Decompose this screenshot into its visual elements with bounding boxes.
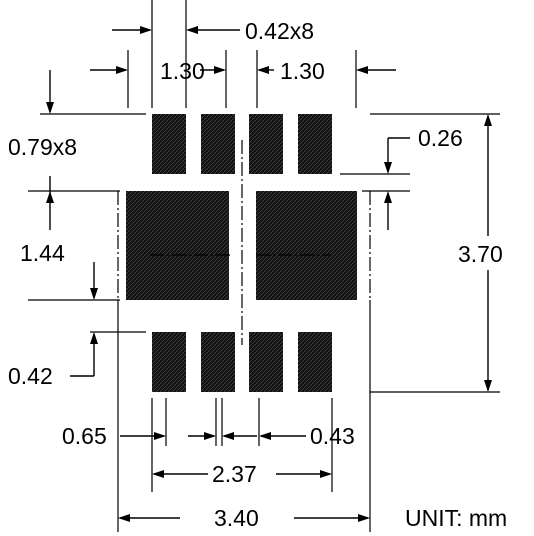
dimension-lines [46, 26, 492, 522]
label-pitch-left: 1.30 [160, 58, 205, 84]
thermal-pad-right [256, 191, 357, 300]
top-pad-1 [152, 114, 186, 174]
bottom-pad-3 [249, 332, 283, 392]
dimension-labels: 0.42x8 1.30 1.30 0.79x8 0.26 1.44 3.70 0… [8, 18, 507, 531]
label-overall-width: 3.40 [214, 505, 259, 531]
label-pad-length: 0.79x8 [8, 134, 77, 160]
label-gap-bottom: 0.42 [8, 363, 53, 389]
thermal-pads [126, 191, 357, 300]
top-pad-3 [249, 114, 283, 174]
label-pad-gap-left: 0.65 [62, 423, 107, 449]
top-pad-4 [298, 114, 332, 174]
top-signal-pads [152, 114, 332, 174]
extension-lines [28, 0, 500, 532]
label-unit: UNIT: mm [405, 505, 507, 531]
label-pad-span: 2.37 [212, 461, 257, 487]
bottom-signal-pads [152, 332, 332, 392]
label-thermal-height: 1.44 [20, 240, 65, 266]
label-pad-width: 0.42x8 [245, 18, 314, 44]
bottom-pad-4 [298, 332, 332, 392]
label-pitch-right: 1.30 [280, 58, 325, 84]
thermal-pad-left [126, 191, 229, 300]
bottom-pad-2 [201, 332, 235, 392]
label-pad-gap-right: 0.43 [310, 423, 355, 449]
bottom-pad-1 [152, 332, 186, 392]
label-gap-top: 0.26 [418, 125, 463, 151]
label-overall-height: 3.70 [458, 241, 503, 267]
top-pad-2 [201, 114, 235, 174]
center-lines [117, 140, 371, 345]
